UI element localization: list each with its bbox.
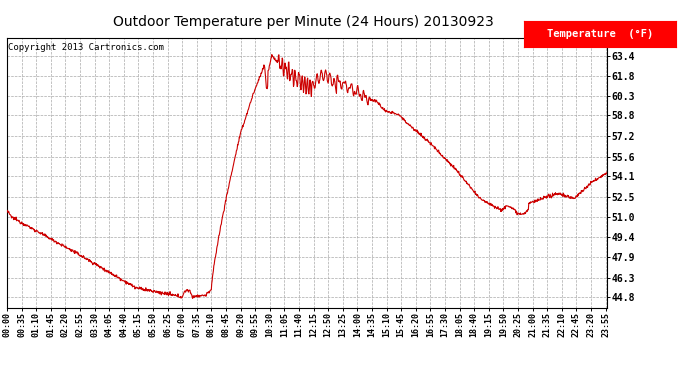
Text: Copyright 2013 Cartronics.com: Copyright 2013 Cartronics.com xyxy=(8,43,164,52)
Text: Outdoor Temperature per Minute (24 Hours) 20130923: Outdoor Temperature per Minute (24 Hours… xyxy=(113,15,494,29)
Text: Temperature  (°F): Temperature (°F) xyxy=(547,29,653,39)
